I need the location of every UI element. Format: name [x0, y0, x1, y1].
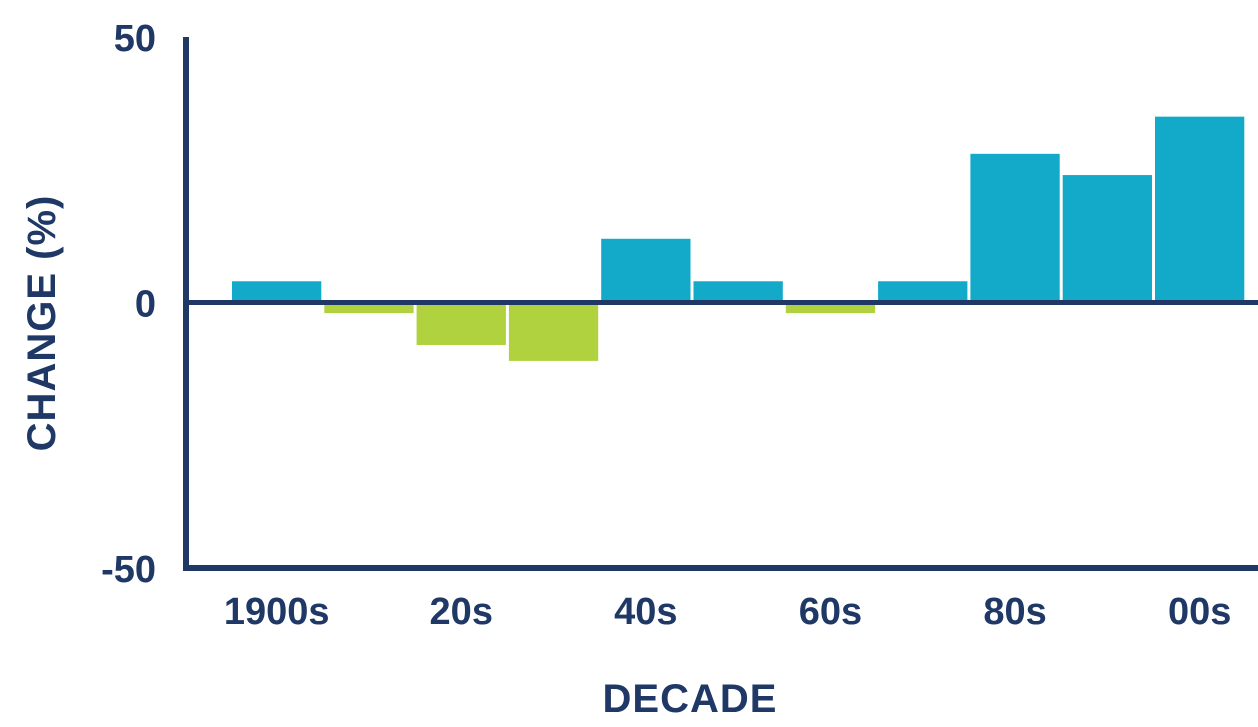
- x-tick-label: 80s: [983, 591, 1046, 633]
- x-tick-label: 20s: [430, 591, 493, 633]
- x-tick-label: 00s: [1168, 591, 1231, 633]
- bar-1990s: [1062, 175, 1152, 303]
- bar-1950s: [693, 281, 783, 303]
- y-tick-label: 50: [114, 18, 156, 60]
- bars-group: [232, 116, 1245, 361]
- x-tick-label: 40s: [614, 591, 677, 633]
- x-tick-labels: 1900s 20s 40s 60s 80s 00s: [224, 591, 1232, 633]
- bar-1930s: [508, 302, 599, 361]
- bar-80s: [970, 153, 1060, 303]
- bar-1900s: [232, 281, 322, 303]
- axes-frame: [183, 37, 1258, 571]
- bar-60s: [785, 302, 876, 314]
- y-tick-label: 0: [135, 284, 156, 326]
- x-tick-label: 60s: [799, 591, 862, 633]
- x-tick-label: 1900s: [224, 591, 330, 633]
- y-axis-title: CHANGE (%): [20, 195, 64, 452]
- y-tick-labels: 50 0 -50: [101, 18, 156, 591]
- bar-40s: [601, 238, 691, 303]
- bar-20s: [416, 302, 506, 345]
- x-axis-title: DECADE: [603, 677, 778, 721]
- bar-1970s: [878, 281, 968, 303]
- y-tick-label: -50: [101, 549, 156, 591]
- bar-00s: [1155, 116, 1245, 303]
- bar-1910s: [324, 302, 414, 314]
